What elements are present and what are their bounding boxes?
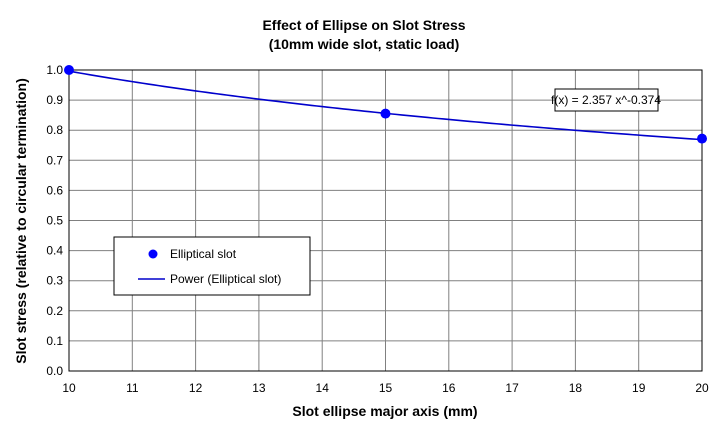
chart-title: Effect of Ellipse on Slot Stress: [262, 17, 465, 33]
data-points: [64, 65, 707, 144]
x-tick-label: 19: [632, 381, 646, 395]
y-tick-label: 0.2: [46, 304, 63, 318]
data-point: [64, 65, 74, 75]
y-tick-label: 0.7: [46, 153, 63, 167]
legend-label-points: Elliptical slot: [170, 247, 237, 261]
legend-marker-points: [148, 249, 158, 259]
legend-label-trendline: Power (Elliptical slot): [170, 272, 281, 286]
x-tick-label: 13: [252, 381, 266, 395]
x-tick-label: 11: [126, 381, 139, 395]
plot-border: [68, 69, 703, 372]
y-tick-label: 1.0: [46, 63, 63, 77]
x-tick-label: 17: [505, 381, 519, 395]
y-tick-label: 0.6: [46, 183, 63, 197]
y-tick-label: 0.4: [46, 244, 63, 258]
x-tick-label: 16: [442, 381, 456, 395]
x-axis-ticks: 10 11 12 13 14 15 16 17 18 19 20: [62, 381, 709, 395]
y-tick-label: 0.5: [46, 214, 63, 228]
x-tick-label: 10: [62, 381, 76, 395]
x-axis-label: Slot ellipse major axis (mm): [292, 403, 477, 419]
trendline-equation: f(x) = 2.357 x^-0.374: [551, 88, 661, 112]
y-tick-label: 0.0: [46, 364, 63, 378]
y-tick-label: 0.8: [46, 123, 63, 137]
data-point: [697, 133, 707, 144]
x-tick-label: 15: [379, 381, 393, 395]
y-tick-label: 0.1: [46, 334, 63, 348]
equation-box: [554, 88, 659, 112]
legend: Elliptical slot Power (Elliptical slot): [113, 236, 311, 296]
x-tick-label: 14: [316, 381, 330, 395]
y-axis-ticks: 0.0 0.1 0.2 0.3 0.4 0.5 0.6 0.7 0.8 0.9 1.0: [46, 63, 63, 378]
y-tick-label: 0.9: [46, 93, 63, 107]
y-axis-label: Slot stress (relative to circular termin…: [13, 78, 29, 364]
equation-text: f(x) = 2.357 x^-0.374: [551, 93, 661, 107]
legend-box: [113, 236, 311, 296]
x-tick-label: 12: [189, 381, 203, 395]
data-point: [380, 108, 391, 119]
chart-subtitle: (10mm wide slot, static load): [269, 36, 460, 52]
y-tick-label: 0.3: [46, 274, 63, 288]
x-tick-label: 20: [695, 381, 709, 395]
x-tick-label: 18: [569, 381, 583, 395]
